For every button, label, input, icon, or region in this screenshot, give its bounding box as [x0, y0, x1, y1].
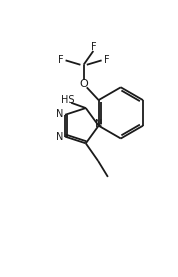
- Text: F: F: [104, 55, 109, 65]
- Text: HS: HS: [61, 95, 74, 105]
- Text: F: F: [91, 42, 97, 52]
- Text: F: F: [58, 55, 63, 65]
- Text: N: N: [56, 132, 64, 142]
- Text: N: N: [56, 109, 64, 119]
- Text: O: O: [79, 79, 88, 89]
- Text: N: N: [95, 119, 102, 129]
